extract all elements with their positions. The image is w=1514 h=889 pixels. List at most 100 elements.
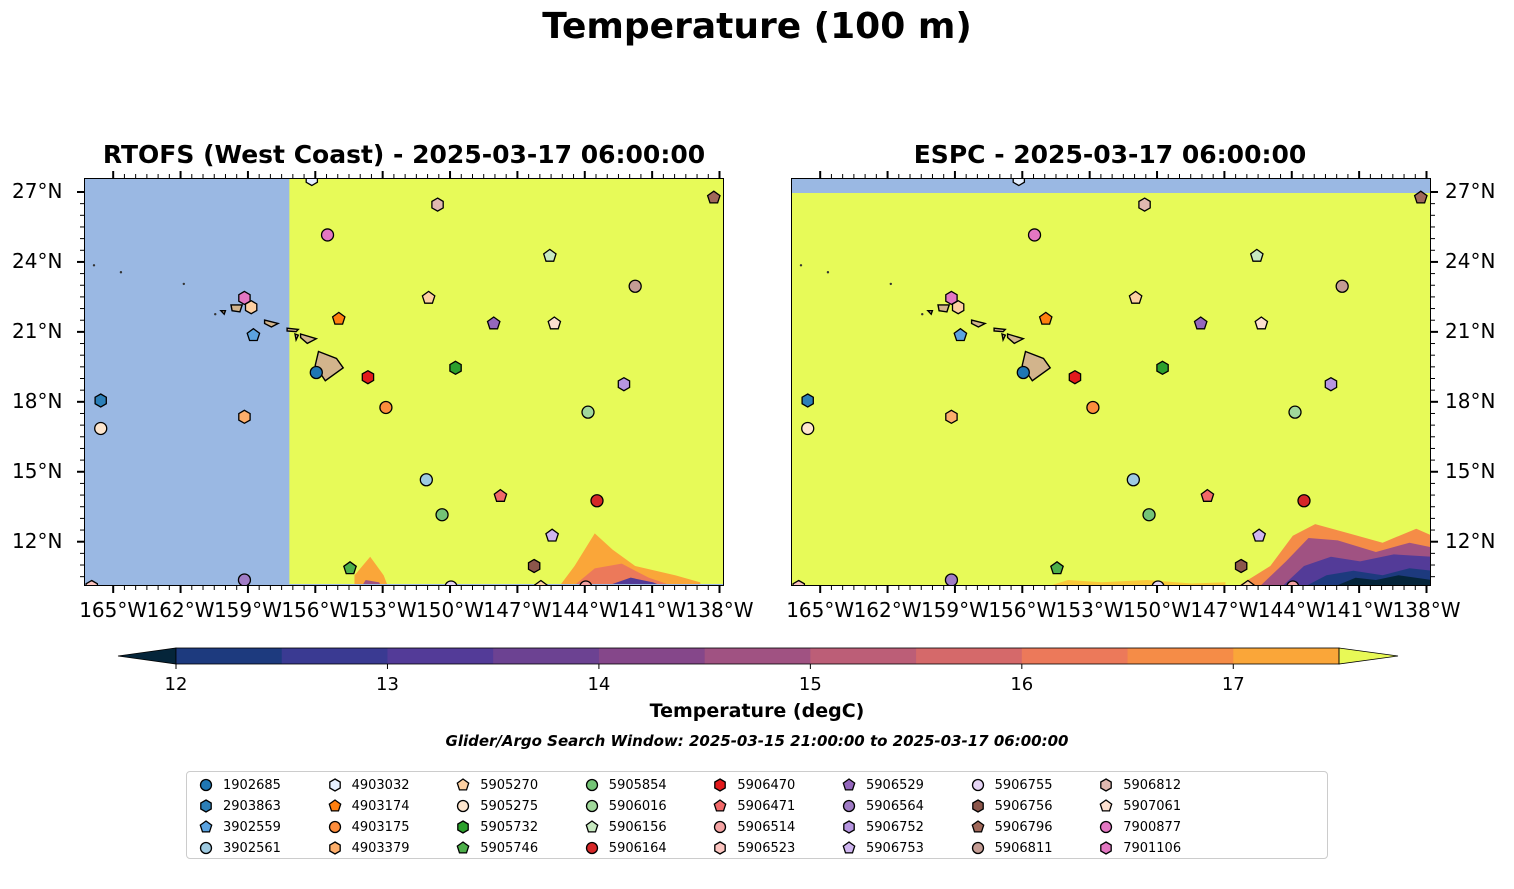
circle-marker-icon (842, 799, 856, 813)
float-marker-5906752 (1324, 376, 1338, 392)
colorbar-segment (387, 648, 494, 664)
float-marker-4903175 (379, 400, 393, 415)
legend-swatch (328, 820, 341, 834)
float-marker-5906756 (527, 558, 541, 574)
float-marker (421, 290, 436, 304)
lon-tick-label: 141°W (1325, 598, 1394, 622)
legend-swatch (714, 778, 727, 792)
float-marker-5905732 (449, 360, 462, 376)
circle-marker-icon (585, 841, 598, 855)
float-marker-5906811 (628, 279, 642, 293)
legend-item: 5906164 (583, 838, 667, 858)
legend-swatch (457, 820, 470, 834)
colorbar-segment (1233, 648, 1340, 664)
map-panel-espc[interactable] (791, 178, 1431, 586)
legend-swatch (714, 841, 727, 855)
legend-item: 1902685 (197, 775, 281, 795)
float-marker-7901106 (238, 290, 251, 306)
legend-swatch (199, 841, 213, 855)
map-panel-rtofs[interactable] (84, 178, 724, 586)
masked-ocean-strip (792, 179, 1430, 193)
colorbar-segment (598, 648, 706, 664)
legend-swatch (585, 841, 598, 855)
legend-swatch (1099, 799, 1113, 812)
legend-swatch (328, 778, 341, 792)
legend-item: 4903379 (326, 838, 410, 858)
hexagon-marker-icon (457, 820, 470, 834)
float-marker-5906564 (944, 573, 959, 585)
float-marker-1902685 (309, 365, 323, 380)
legend-swatch (971, 778, 984, 792)
legend-item: 5906529 (840, 775, 924, 795)
legend-swatch (199, 820, 213, 833)
legend-item: 5906523 (711, 838, 795, 858)
float-marker-5905270 (1240, 579, 1255, 585)
pentagon-marker-icon (1099, 799, 1113, 812)
hexagon-marker-icon (971, 799, 984, 813)
legend-label: 5906471 (737, 798, 796, 814)
panel-title-rtofs: RTOFS (West Coast) - 2025-03-17 06:00:00 (102, 140, 706, 169)
legend-label: 5906756 (994, 798, 1053, 814)
float-marker-7900877 (1027, 228, 1042, 242)
float-marker-5905270 (533, 579, 548, 585)
legend-swatch (585, 778, 598, 792)
lat-tick-label: 18°N (12, 388, 63, 413)
float-marker-5906796 (706, 190, 721, 204)
lon-tick-label: 144°W (1257, 598, 1326, 622)
legend-item: 5906156 (583, 817, 667, 837)
legend-label: 5906755 (994, 777, 1053, 793)
legend-item: 5906811 (969, 838, 1053, 858)
lon-tick-label: 153°W (1055, 598, 1124, 622)
legend-item: 5905746 (454, 838, 538, 858)
float-marker-5906796 (1413, 190, 1428, 204)
circle-marker-icon (1100, 820, 1113, 834)
legend-label: 3902559 (223, 819, 281, 835)
legend-item: 5906471 (711, 796, 795, 816)
legend-swatch (585, 820, 599, 833)
float-marker-4903175 (1086, 400, 1100, 415)
panel-title-espc: ESPC - 2025-03-17 06:00:00 (913, 140, 1307, 169)
float-marker-1902685 (1016, 365, 1030, 380)
pentagon-marker-icon (456, 778, 470, 791)
float-marker-5906812 (431, 197, 444, 212)
float-marker-5906156 (1249, 248, 1264, 262)
map-canvas-espc (792, 179, 1430, 585)
legend-swatch (456, 841, 470, 854)
float-marker-7900877 (320, 228, 335, 242)
float-marker-4903379 (238, 409, 251, 425)
float-marker-5906016 (1288, 405, 1302, 419)
pentagon-marker-icon (585, 820, 599, 833)
legend-label: 5905854 (608, 777, 667, 793)
legend-item: 4903032 (326, 775, 410, 795)
circle-marker-icon (585, 799, 598, 813)
masked-ocean-region (85, 179, 290, 585)
float-marker-5906753 (545, 528, 560, 542)
legend-item: 5905854 (583, 775, 667, 795)
float-marker-5906529 (1193, 316, 1208, 330)
search-window-text: Glider/Argo Search Window: 2025-03-15 21… (445, 732, 1069, 750)
circle-marker-icon (585, 778, 598, 792)
colorbar-segment (176, 648, 283, 664)
float-marker-5906016 (581, 405, 595, 419)
hexagon-marker-icon (1100, 841, 1113, 855)
float-legend: 1902685 2903863 3902559 3902561 4903032 49031… (186, 771, 1328, 859)
lon-tick-label: 138°W (1392, 598, 1461, 622)
lon-tick-label: 138°W (685, 598, 754, 622)
float-marker-5906753 (1252, 528, 1267, 542)
lon-tick-label: 147°W (1190, 598, 1259, 622)
legend-swatch (713, 799, 727, 812)
float-marker (1128, 290, 1143, 304)
float-marker-5905854 (435, 508, 449, 522)
lat-tick-label: 24°N (12, 248, 63, 273)
legend-swatch (842, 799, 856, 813)
colorbar-segment (1021, 648, 1129, 664)
float-marker-5906755 (444, 580, 458, 585)
float-marker-5905746 (343, 560, 357, 575)
hexagon-marker-icon (714, 841, 727, 855)
legend-label: 5906752 (866, 819, 924, 835)
colorbar-segment (1127, 648, 1234, 664)
float-marker-5906164 (1297, 494, 1311, 508)
lon-tick-label: 153°W (348, 598, 417, 622)
legend-item: 5906752 (840, 817, 924, 837)
lon-tick-label: 159°W (920, 598, 989, 622)
